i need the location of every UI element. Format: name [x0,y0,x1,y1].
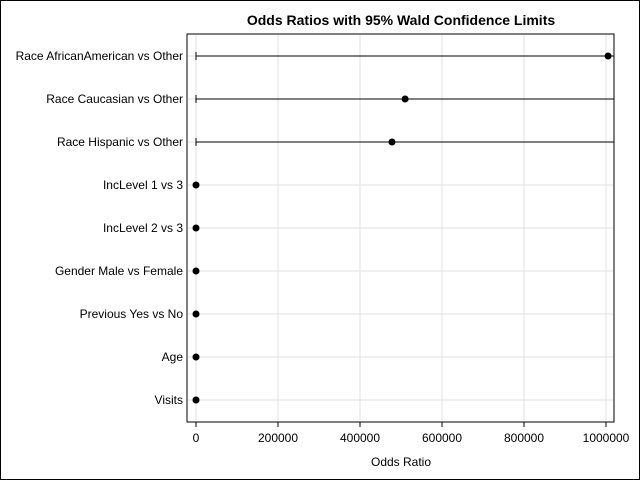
estimate-point [604,52,612,60]
estimate-point [401,95,409,103]
category-label: Race AfricanAmerican vs Other [16,49,183,63]
x-tick-label: 800000 [504,431,544,445]
category-label: Race Caucasian vs Other [46,92,183,106]
x-tick-label: 600000 [422,431,462,445]
estimate-point [192,353,200,361]
category-label: Visits [155,393,183,407]
category-label: Race Hispanic vs Other [57,135,183,149]
category-label: Age [162,350,184,364]
estimate-point [192,267,200,275]
category-label: IncLevel 2 vs 3 [103,221,183,235]
estimate-point [192,396,200,404]
estimate-point [192,181,200,189]
x-tick-label: 200000 [258,431,298,445]
category-label: Gender Male vs Female [55,264,183,278]
category-label: IncLevel 1 vs 3 [103,178,183,192]
estimate-point [388,138,396,146]
x-axis-label: Odds Ratio [371,455,431,469]
category-label: Previous Yes vs No [80,307,184,321]
x-tick-label: 400000 [340,431,380,445]
plot-area [186,33,615,423]
chart-title: Odds Ratios with 95% Wald Confidence Lim… [247,12,556,28]
estimate-point [192,310,200,318]
x-tick-label: 1000000 [583,431,630,445]
estimate-point [192,224,200,232]
x-tick-label: 0 [193,431,200,445]
